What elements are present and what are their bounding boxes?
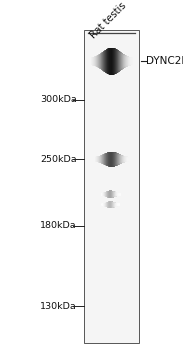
- Text: Rat testis: Rat testis: [88, 1, 128, 41]
- Text: 250kDa: 250kDa: [40, 155, 77, 164]
- Text: 130kDa: 130kDa: [40, 302, 77, 311]
- Bar: [84, 30, 139, 343]
- Text: 300kDa: 300kDa: [40, 95, 77, 104]
- Text: 180kDa: 180kDa: [40, 221, 77, 230]
- Text: DYNC2H1: DYNC2H1: [146, 56, 183, 66]
